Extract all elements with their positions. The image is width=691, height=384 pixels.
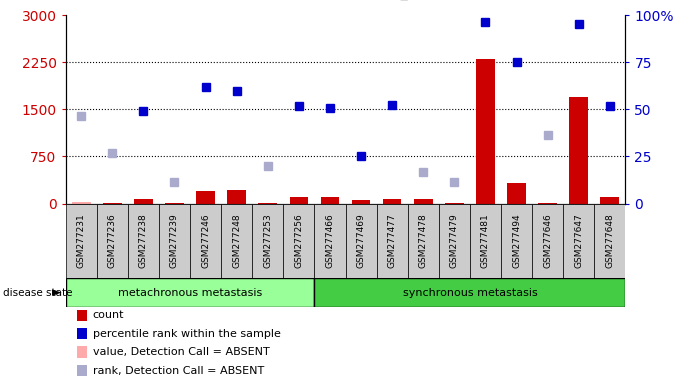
- Bar: [159, 204, 190, 278]
- Text: value, Detection Call = ABSENT: value, Detection Call = ABSENT: [93, 347, 269, 357]
- Bar: [77, 328, 87, 339]
- Bar: [346, 204, 377, 278]
- Bar: [408, 204, 439, 278]
- Bar: [569, 97, 588, 204]
- Bar: [77, 365, 87, 376]
- Bar: [72, 202, 91, 204]
- Text: GSM277231: GSM277231: [77, 214, 86, 268]
- Text: GSM277239: GSM277239: [170, 214, 179, 268]
- Text: GSM277648: GSM277648: [605, 214, 614, 268]
- Bar: [66, 204, 97, 278]
- Text: metachronous metastasis: metachronous metastasis: [118, 288, 262, 298]
- Text: GSM277248: GSM277248: [232, 214, 241, 268]
- Text: GSM277256: GSM277256: [294, 214, 303, 268]
- Text: percentile rank within the sample: percentile rank within the sample: [93, 329, 281, 339]
- Bar: [414, 199, 433, 204]
- Bar: [221, 204, 252, 278]
- Bar: [165, 203, 184, 204]
- Bar: [252, 204, 283, 278]
- Bar: [97, 204, 128, 278]
- Bar: [196, 191, 215, 204]
- Text: rank, Detection Call = ABSENT: rank, Detection Call = ABSENT: [93, 366, 264, 376]
- Text: GSM277647: GSM277647: [574, 214, 583, 268]
- Bar: [501, 204, 532, 278]
- Text: GSM277238: GSM277238: [139, 214, 148, 268]
- Bar: [439, 204, 470, 278]
- Bar: [134, 199, 153, 204]
- Text: GSM277494: GSM277494: [512, 214, 521, 268]
- Text: GSM277481: GSM277481: [481, 214, 490, 268]
- Text: GSM277246: GSM277246: [201, 214, 210, 268]
- Bar: [594, 204, 625, 278]
- Bar: [290, 197, 308, 204]
- Bar: [283, 204, 314, 278]
- Bar: [377, 204, 408, 278]
- Bar: [538, 203, 557, 204]
- Bar: [600, 197, 619, 204]
- Text: GSM277478: GSM277478: [419, 214, 428, 268]
- Bar: [258, 203, 277, 204]
- Bar: [383, 199, 401, 204]
- Bar: [563, 204, 594, 278]
- Bar: [190, 204, 221, 278]
- Bar: [227, 190, 246, 204]
- Bar: [128, 204, 159, 278]
- Text: GSM277479: GSM277479: [450, 214, 459, 268]
- Bar: [507, 184, 526, 204]
- Bar: [321, 197, 339, 204]
- Bar: [532, 204, 563, 278]
- Bar: [77, 346, 87, 358]
- Bar: [352, 200, 370, 204]
- Bar: [77, 310, 87, 321]
- Text: ►: ►: [52, 286, 61, 299]
- Text: synchronous metastasis: synchronous metastasis: [402, 288, 538, 298]
- Bar: [66, 278, 314, 307]
- Bar: [476, 59, 495, 204]
- Text: GSM277236: GSM277236: [108, 214, 117, 268]
- Text: GSM277253: GSM277253: [263, 214, 272, 268]
- Text: disease state: disease state: [3, 288, 73, 298]
- Text: GSM277469: GSM277469: [357, 214, 366, 268]
- Bar: [314, 278, 625, 307]
- Text: GSM277466: GSM277466: [325, 214, 334, 268]
- Bar: [314, 204, 346, 278]
- Bar: [470, 204, 501, 278]
- Text: GSM277477: GSM277477: [388, 214, 397, 268]
- Text: count: count: [93, 310, 124, 320]
- Text: GSM277646: GSM277646: [543, 214, 552, 268]
- Bar: [445, 203, 464, 204]
